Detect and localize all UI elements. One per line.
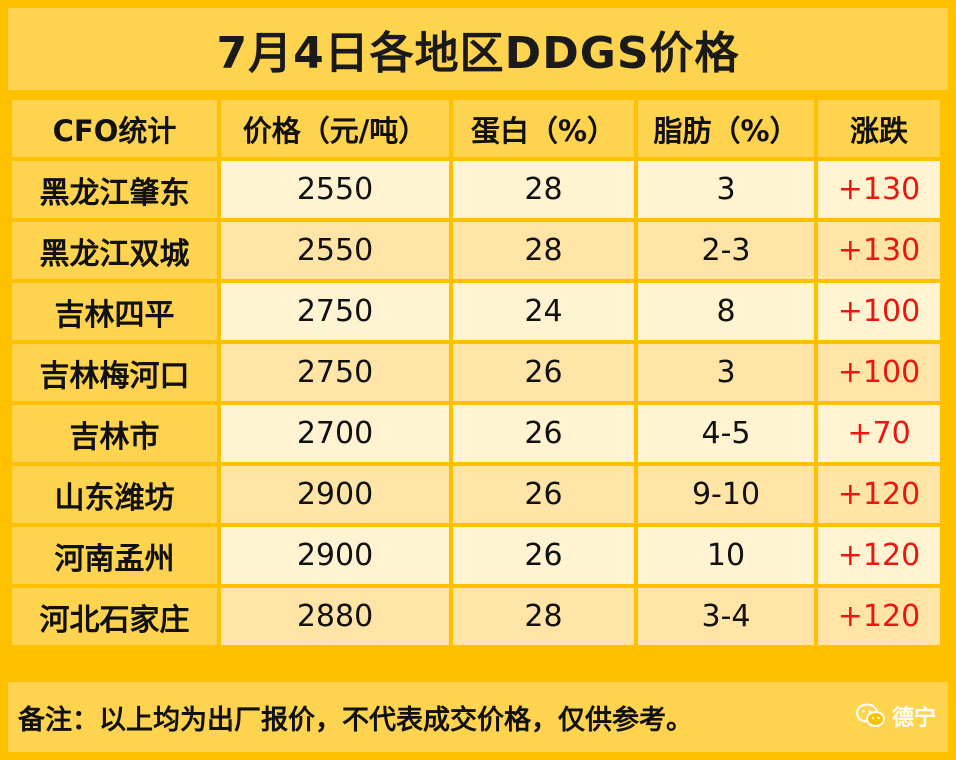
table-row: 黑龙江双城 2550 28 2-3 +130 xyxy=(12,222,940,279)
region-cell: 河北石家庄 xyxy=(12,588,217,645)
region-cell: 河南孟州 xyxy=(12,527,217,584)
table-row: 河南孟州 2900 26 10 +120 xyxy=(12,527,940,584)
header-cell-change: 涨跌 xyxy=(818,100,940,157)
watermark-text: 德宁 xyxy=(891,706,936,731)
table-row: 河北石家庄 2880 28 3-4 +120 xyxy=(12,588,940,645)
fat-cell: 3 xyxy=(638,161,814,218)
region-cell: 黑龙江肇东 xyxy=(12,161,217,218)
table-row: 吉林市 2700 26 4-5 +70 xyxy=(12,405,940,462)
table-row: 吉林梅河口 2750 26 3 +100 xyxy=(12,344,940,401)
fat-cell: 3 xyxy=(638,344,814,401)
footer-note: 备注：以上均为出厂报价，不代表成交价格，仅供参考。 xyxy=(8,682,948,752)
price-cell: 2900 xyxy=(221,466,449,523)
price-cell: 2550 xyxy=(221,161,449,218)
table-row: 山东潍坊 2900 26 9-10 +120 xyxy=(12,466,940,523)
price-cell: 2750 xyxy=(221,344,449,401)
table-row: 黑龙江肇东 2550 28 3 +130 xyxy=(12,161,940,218)
header-cell-source: CFO统计 xyxy=(12,100,217,157)
protein-cell: 24 xyxy=(453,283,634,340)
change-cell: +120 xyxy=(818,527,940,584)
fat-cell: 2-3 xyxy=(638,222,814,279)
protein-cell: 28 xyxy=(453,588,634,645)
change-cell: +100 xyxy=(818,344,940,401)
fat-cell: 10 xyxy=(638,527,814,584)
wechat-icon xyxy=(855,703,886,729)
change-cell: +130 xyxy=(818,161,940,218)
change-cell: +70 xyxy=(818,405,940,462)
change-cell: +120 xyxy=(818,588,940,645)
protein-cell: 26 xyxy=(453,405,634,462)
watermark: 德宁 xyxy=(855,700,936,732)
region-cell: 吉林四平 xyxy=(12,283,217,340)
price-cell: 2750 xyxy=(221,283,449,340)
fat-cell: 3-4 xyxy=(638,588,814,645)
region-cell: 山东潍坊 xyxy=(12,466,217,523)
protein-cell: 26 xyxy=(453,466,634,523)
protein-cell: 26 xyxy=(453,527,634,584)
price-cell: 2700 xyxy=(221,405,449,462)
protein-cell: 28 xyxy=(453,161,634,218)
price-cell: 2880 xyxy=(221,588,449,645)
change-cell: +100 xyxy=(818,283,940,340)
fat-cell: 8 xyxy=(638,283,814,340)
table-row: 吉林四平 2750 24 8 +100 xyxy=(12,283,940,340)
header-cell-price: 价格（元/吨） xyxy=(221,100,449,157)
fat-cell: 9-10 xyxy=(638,466,814,523)
change-cell: +120 xyxy=(818,466,940,523)
change-cell: +130 xyxy=(818,222,940,279)
table-header-row: CFO统计 价格（元/吨） 蛋白（%） 脂肪（%） 涨跌 xyxy=(12,100,940,157)
price-cell: 2900 xyxy=(221,527,449,584)
fat-cell: 4-5 xyxy=(638,405,814,462)
price-cell: 2550 xyxy=(221,222,449,279)
header-cell-protein: 蛋白（%） xyxy=(453,100,634,157)
price-table: CFO统计 价格（元/吨） 蛋白（%） 脂肪（%） 涨跌 黑龙江肇东 2550 … xyxy=(8,96,944,649)
region-cell: 黑龙江双城 xyxy=(12,222,217,279)
region-cell: 吉林市 xyxy=(12,405,217,462)
protein-cell: 26 xyxy=(453,344,634,401)
region-cell: 吉林梅河口 xyxy=(12,344,217,401)
table-title: 7月4日各地区DDGS价格 xyxy=(8,8,948,90)
protein-cell: 28 xyxy=(453,222,634,279)
header-cell-fat: 脂肪（%） xyxy=(638,100,814,157)
